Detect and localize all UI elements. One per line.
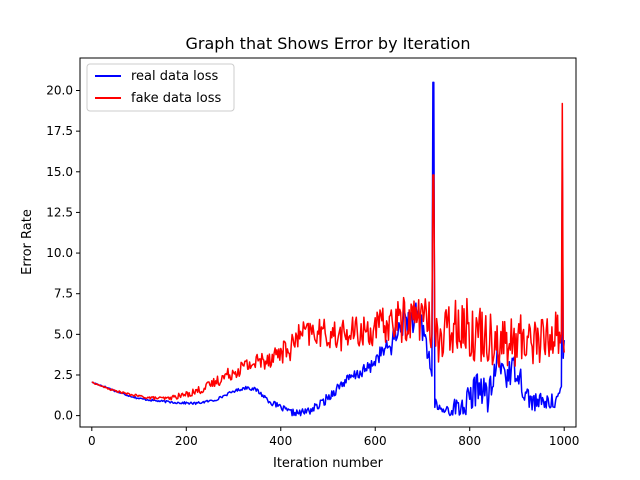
y-tick-label: 0.0 bbox=[54, 409, 73, 423]
y-tick-label: 2.5 bbox=[54, 368, 73, 382]
y-tick-label: 15.0 bbox=[46, 165, 73, 179]
x-tick-label: 0 bbox=[88, 434, 96, 448]
x-tick-label: 200 bbox=[175, 434, 198, 448]
x-tick-label: 1000 bbox=[549, 434, 580, 448]
series-layer bbox=[91, 81, 565, 417]
legend: real data loss fake data loss bbox=[86, 63, 235, 112]
y-tick-label: 20.0 bbox=[46, 84, 73, 98]
series-line-real-data-loss bbox=[91, 81, 565, 417]
x-tick-label: 600 bbox=[364, 434, 387, 448]
y-tick-label: 7.5 bbox=[54, 287, 73, 301]
series-line-fake-data-loss bbox=[91, 102, 565, 401]
legend-box bbox=[86, 63, 235, 112]
axes-layer bbox=[79, 57, 577, 428]
x-tick-label: 800 bbox=[458, 434, 481, 448]
y-tick-label: 5.0 bbox=[54, 327, 73, 341]
legend-label-fake: fake data loss bbox=[131, 91, 221, 106]
y-tick-label: 10.0 bbox=[46, 246, 73, 260]
plot-frame bbox=[79, 57, 577, 428]
chart-title: Graph that Shows Error by Iteration bbox=[186, 34, 471, 53]
y-axis-label: Error Rate bbox=[20, 209, 35, 275]
x-tick-label: 400 bbox=[269, 434, 292, 448]
y-axis-ticks: 0.0 2.5 5.0 7.5 10.0 12.5 15.0 17.5 20.0 bbox=[46, 84, 80, 423]
legend-label-real: real data loss bbox=[131, 69, 219, 84]
x-axis-ticks: 0 200 400 600 800 1000 bbox=[88, 427, 579, 448]
x-axis-label: Iteration number bbox=[273, 456, 384, 471]
plot-area bbox=[80, 58, 576, 427]
y-tick-label: 12.5 bbox=[46, 205, 73, 219]
y-tick-label: 17.5 bbox=[46, 124, 73, 138]
